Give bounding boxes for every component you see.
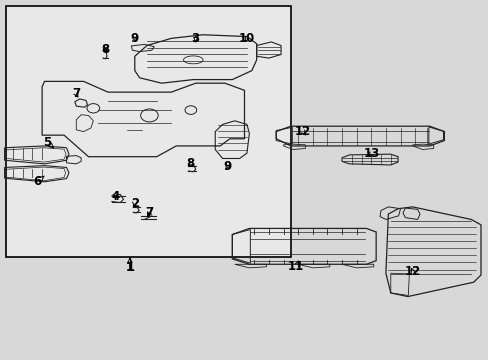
Text: 5: 5 — [43, 136, 54, 149]
Text: 1: 1 — [125, 258, 134, 274]
Bar — [5, 6, 290, 257]
Text: 6: 6 — [33, 175, 44, 188]
Text: 9: 9 — [223, 160, 231, 173]
Text: 8: 8 — [186, 157, 195, 170]
Text: 9: 9 — [130, 32, 139, 45]
Text: 4: 4 — [111, 190, 119, 203]
Text: 12: 12 — [404, 265, 420, 278]
Text: 11: 11 — [287, 260, 303, 273]
Text: 1: 1 — [125, 261, 134, 274]
Text: 2: 2 — [130, 197, 139, 210]
Text: 7: 7 — [72, 87, 80, 100]
Text: 13: 13 — [364, 147, 380, 159]
Text: 3: 3 — [191, 32, 200, 45]
Text: 7: 7 — [145, 207, 153, 220]
Text: 12: 12 — [294, 125, 310, 138]
Text: 8: 8 — [101, 42, 109, 55]
Text: 10: 10 — [238, 32, 255, 45]
